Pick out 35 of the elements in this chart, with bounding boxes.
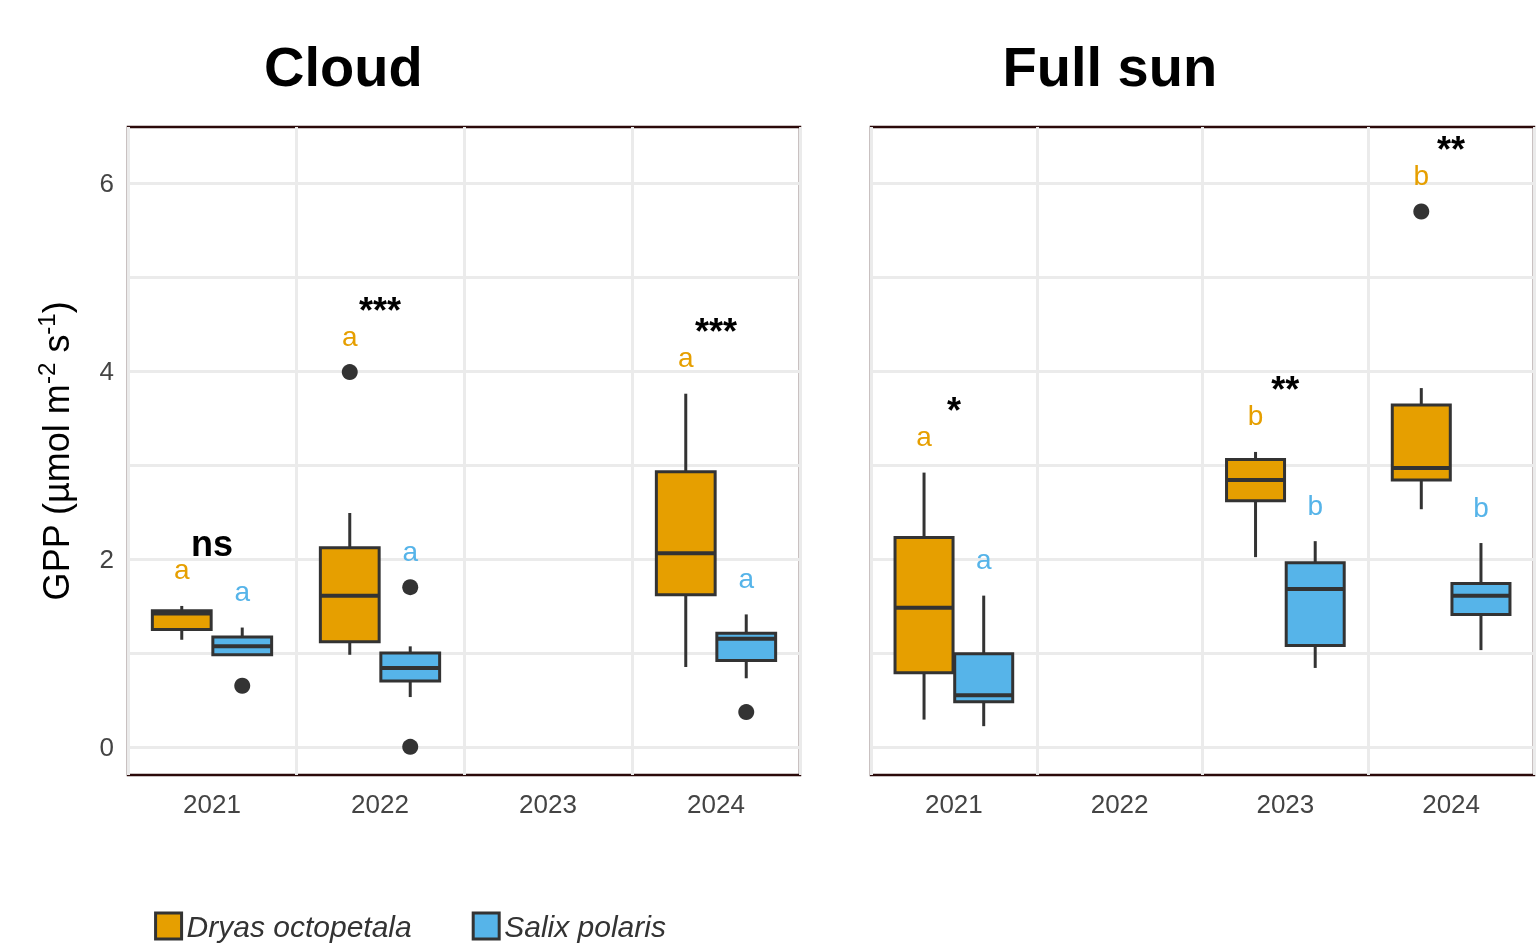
annotation: ns: [190, 523, 234, 565]
text: a: [234, 576, 251, 608]
text: a: [173, 554, 190, 586]
legend-label: Salix polaris: [504, 909, 666, 943]
x-tick-label: 2022: [1090, 789, 1149, 819]
annotation: **: [1271, 369, 1300, 411]
text: a: [738, 562, 755, 594]
text: a: [402, 535, 419, 567]
x-tick-label: 2022: [351, 789, 409, 819]
annotation: ***: [694, 311, 738, 353]
y-tick-label: 2: [99, 544, 114, 574]
text: b: [1413, 160, 1430, 192]
legend-label: Dryas octopetala: [186, 909, 412, 943]
annotation: *: [946, 390, 961, 432]
y-axis-title: GPP (µmol m-2 s-1): [32, 301, 77, 601]
text: a: [975, 544, 992, 576]
chart-title: Cloud: [264, 34, 423, 98]
text: b: [1247, 400, 1264, 432]
x-tick-label: 2024: [1422, 789, 1481, 819]
text: b: [1473, 491, 1489, 523]
x-tick-label: 2023: [519, 789, 577, 819]
x-tick-label: 2023: [1256, 789, 1315, 819]
text: a: [677, 342, 694, 374]
x-tick-label: 2021: [183, 789, 241, 819]
chart-title: Full sun: [1002, 34, 1218, 98]
text: a: [916, 421, 932, 453]
text: a: [341, 320, 358, 352]
x-tick-label: 2024: [687, 789, 745, 819]
text: b: [1307, 489, 1323, 521]
x-tick-label: 2021: [924, 789, 983, 819]
annotation: **: [1437, 129, 1466, 171]
annotation: ***: [358, 289, 402, 331]
y-tick-label: 4: [99, 356, 114, 387]
y-tick-label: 6: [99, 168, 114, 199]
y-tick-label: 0: [99, 731, 114, 762]
